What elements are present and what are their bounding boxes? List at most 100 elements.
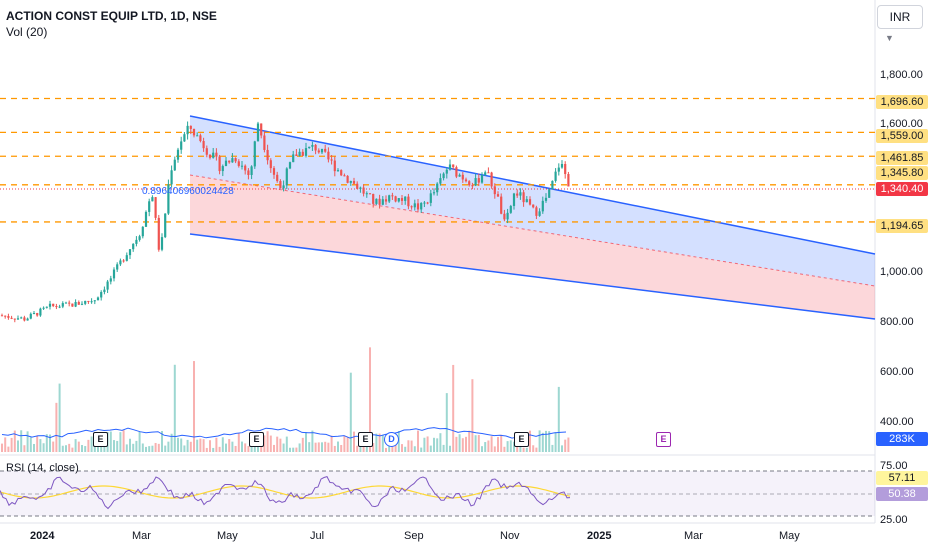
volume-bar [333,445,336,452]
volume-bar [113,440,115,452]
volume-bar [212,447,215,452]
earnings-event-icon[interactable]: E [249,432,264,447]
candle-body [112,269,116,279]
level-tag: 1,559.00 [876,129,928,143]
candle-body [400,198,404,201]
volume-bar [503,446,506,452]
candle-body [445,169,448,174]
volume-bar [273,444,275,452]
candle-body [560,164,564,168]
volume-bar [372,442,375,452]
level-tag: 1,461.85 [876,151,928,165]
candle-body [276,174,279,182]
volume-bar [202,439,205,452]
candle-body [205,148,208,155]
time-axis-label: 2024 [30,530,55,542]
candle-body [180,141,183,150]
volume-bar [247,446,250,452]
earnings-event-icon[interactable]: E [93,432,108,447]
volume-bar [433,437,435,452]
currency-button[interactable]: INR [877,5,923,29]
volume-bar [375,433,378,452]
candle-body [282,185,285,189]
volume-bar [452,364,455,452]
volume-bar [119,432,122,452]
volume-bar [337,441,339,452]
candle-body [45,306,48,308]
candle-body [266,149,269,161]
volume-bar [538,430,541,452]
candle-body [432,192,436,194]
volume-bar [129,438,131,452]
volume-bar [436,438,439,452]
candle-body [84,300,87,304]
candle-body [80,303,84,305]
upcoming-earnings-icon[interactable]: E [656,432,671,447]
chevron-down-icon[interactable]: ▼ [885,33,894,43]
volume-bar [529,430,531,452]
candle-body [26,318,29,321]
candle-body [240,165,244,167]
volume-bar [346,437,349,452]
candle-body [314,144,317,151]
volume-bar [442,444,445,452]
volume-indicator-label[interactable]: Vol (20) [6,25,48,39]
price-axis-label: 1,000.00 [880,266,923,278]
volume-bar [74,439,77,452]
candle-body [170,170,173,185]
volume-bar [484,442,487,452]
candle-body [103,289,106,293]
candle-body [288,162,292,169]
earnings-event-icon[interactable]: E [358,432,373,447]
candle-body [484,172,487,175]
volume-bar [548,431,551,452]
candle-body [416,203,420,210]
volume-bar [225,443,227,452]
volume-bar [90,436,93,452]
volume-bar [401,444,403,452]
price-axis-label: 800.00 [880,316,914,328]
candle-body [279,181,282,189]
volume-bar [42,443,45,452]
volume-value-tag: 283K [876,432,928,446]
volume-bar [525,447,528,452]
volume-bar [292,447,295,452]
volume-bar [33,443,35,452]
dividend-event-icon[interactable]: D [384,432,399,447]
candle-body [410,206,413,208]
candle-body [10,317,13,319]
volume-bar [426,436,429,452]
volume-bar [497,437,499,452]
candle-body [551,180,554,190]
volume-bar [413,446,416,452]
candle-body [55,306,58,308]
candle-body [183,134,186,142]
earnings-event-icon[interactable]: E [514,432,529,447]
candle-body [525,199,528,203]
volume-bar [541,432,544,452]
volume-bar [209,440,211,452]
rsi-line [0,476,571,510]
candle-body [135,239,138,244]
candle-body [439,178,442,184]
channel-ratio-label: 0.896406960024428 [142,186,234,197]
candle-body [490,172,493,187]
volume-bar [321,442,323,452]
volume-bar [487,440,490,452]
candle-body [378,198,381,205]
candle-body [458,174,461,177]
rsi-indicator-label[interactable]: RSI (14, close) [6,462,79,474]
volume-bar [87,439,90,452]
candle-body [301,151,304,156]
candle-body [368,193,372,195]
candle-body [173,159,176,171]
symbol-title[interactable]: ACTION CONST EQUIP LTD, 1D, NSE [6,9,217,23]
time-axis-label: 2025 [587,530,612,542]
volume-bar [554,432,557,452]
volume-bar [474,435,477,452]
candle-body [234,158,237,162]
candle-body [122,260,125,262]
price-axis-label: 1,600.00 [880,118,923,130]
candle-body [336,170,340,172]
